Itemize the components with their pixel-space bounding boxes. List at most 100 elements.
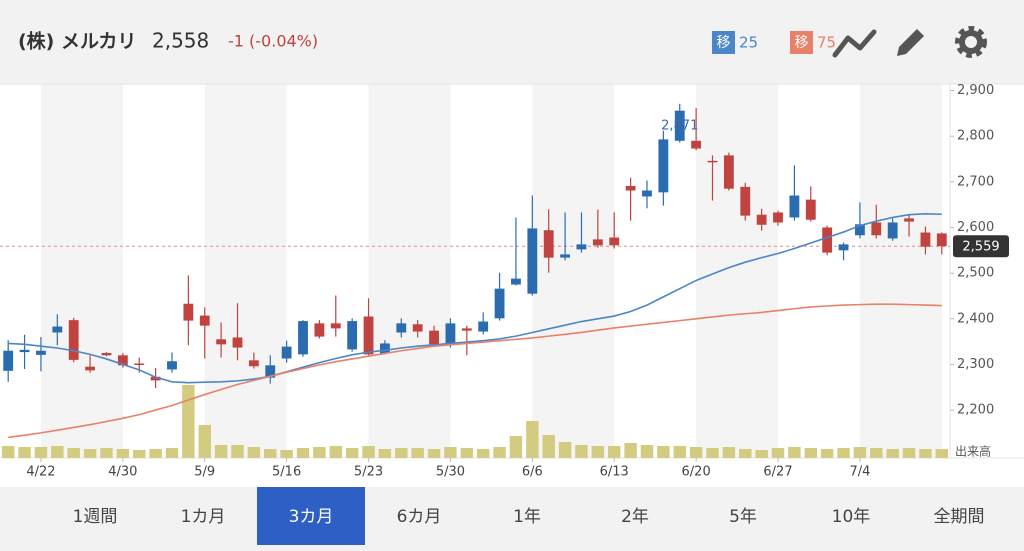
y-tick-label: 2,300 [957,357,994,372]
volume-bar [788,447,801,458]
volume-bar [804,448,817,458]
candle-body [68,320,79,360]
candle-body [805,199,816,220]
candle-body [691,140,702,149]
volume-bar [739,449,752,458]
volume-bar [771,448,785,458]
candle-body [855,224,865,236]
y-tick-label: 2,500 [957,266,994,281]
volume-bar [231,445,244,458]
tab[interactable]: 1週間 [73,507,118,527]
volume-bar [591,446,605,458]
candle-body [527,228,538,294]
gear-icon[interactable] [955,26,987,58]
candle-body [609,237,620,246]
candle-body [478,321,489,332]
candle-body [658,139,669,193]
pencil-icon[interactable] [897,29,924,56]
candle-body [756,214,767,225]
last-price-label: 2,559 [962,240,999,255]
candle-body [199,315,210,326]
tab[interactable]: 2年 [621,507,649,527]
week-band [368,84,451,458]
tab[interactable]: 10年 [832,507,871,527]
tabs: 1週間 1カ月 3カ月 6カ月 1年 2年 5年 10年 全期間 [73,487,985,545]
candle-body [576,244,587,250]
candle-body [412,324,423,332]
candle-body [3,350,14,371]
volume-bar [1,446,15,458]
last-price-box [953,235,1009,258]
volume-bar [264,449,277,458]
volume-bar [460,448,474,458]
volume-bar [83,449,97,458]
tab[interactable]: 3カ月 [289,507,334,527]
volume-bar [608,446,621,458]
ma-name: 25 [739,34,758,52]
volume-bar [395,448,408,458]
volume-bar [427,449,441,458]
candle-body [314,323,325,337]
candle-body [429,330,439,345]
volume-bar [870,448,883,458]
moving-average [8,213,942,384]
candle-body [52,326,63,333]
x-tick-label: 5/30 [436,465,465,480]
volume-bar [34,447,48,458]
volume-bar [935,449,949,458]
gear-ring[interactable] [959,30,983,54]
volume-bar [444,447,457,458]
volume-bar [558,442,572,458]
line-icon-shape[interactable] [832,29,877,58]
candle-body [248,360,259,367]
tab[interactable]: 5年 [729,507,757,527]
volume-bar [526,421,539,458]
x-tick-label: 6/6 [522,465,543,480]
candle-body [183,303,194,321]
volume-bar [640,445,654,458]
week-band [696,84,779,458]
volume-bar [575,445,588,458]
volume-bar [18,447,31,458]
y-tick-label: 2,800 [957,129,994,144]
tab[interactable]: 1カ月 [181,507,226,527]
candle-body [789,195,800,218]
tab[interactable]: 1年 [513,507,541,527]
volume-bar [689,447,703,458]
volume-bar [182,385,195,458]
volume-bar [476,449,490,458]
candle-body [543,230,554,258]
candle-body [887,222,898,239]
price-change: -1 (-0.04%) [228,32,318,51]
pencil-shape[interactable] [897,29,924,56]
ma-badge [790,31,813,54]
candle-body [167,361,177,370]
volume-bar [837,448,850,458]
volume-label: 出来高 [955,444,991,459]
volume-bar [542,435,555,458]
x-tick-label: 6/13 [600,465,629,480]
volume-bar [100,448,113,458]
line-icon[interactable] [832,29,877,58]
tab[interactable]: 6カ月 [397,507,442,527]
candle-body [838,244,849,251]
week-band [532,84,615,458]
high-annotation: 2,871 [661,118,698,133]
candle-body [494,288,505,319]
volume-bar [378,449,392,458]
tab[interactable]: 全期間 [934,507,985,527]
candle-body [363,316,374,355]
tab-selected-bg[interactable] [257,487,365,545]
candle-body [134,363,145,366]
candle-body [871,222,882,236]
volume-bar [509,436,523,458]
candle-body [265,365,276,378]
candle-body [936,233,947,247]
x-tick-label: 5/16 [272,465,301,480]
candle-body [461,328,472,331]
x-tick-label: 5/9 [194,465,215,480]
volume-bar [673,446,686,458]
candle-body [904,218,914,222]
y-tick-label: 2,200 [957,403,994,418]
